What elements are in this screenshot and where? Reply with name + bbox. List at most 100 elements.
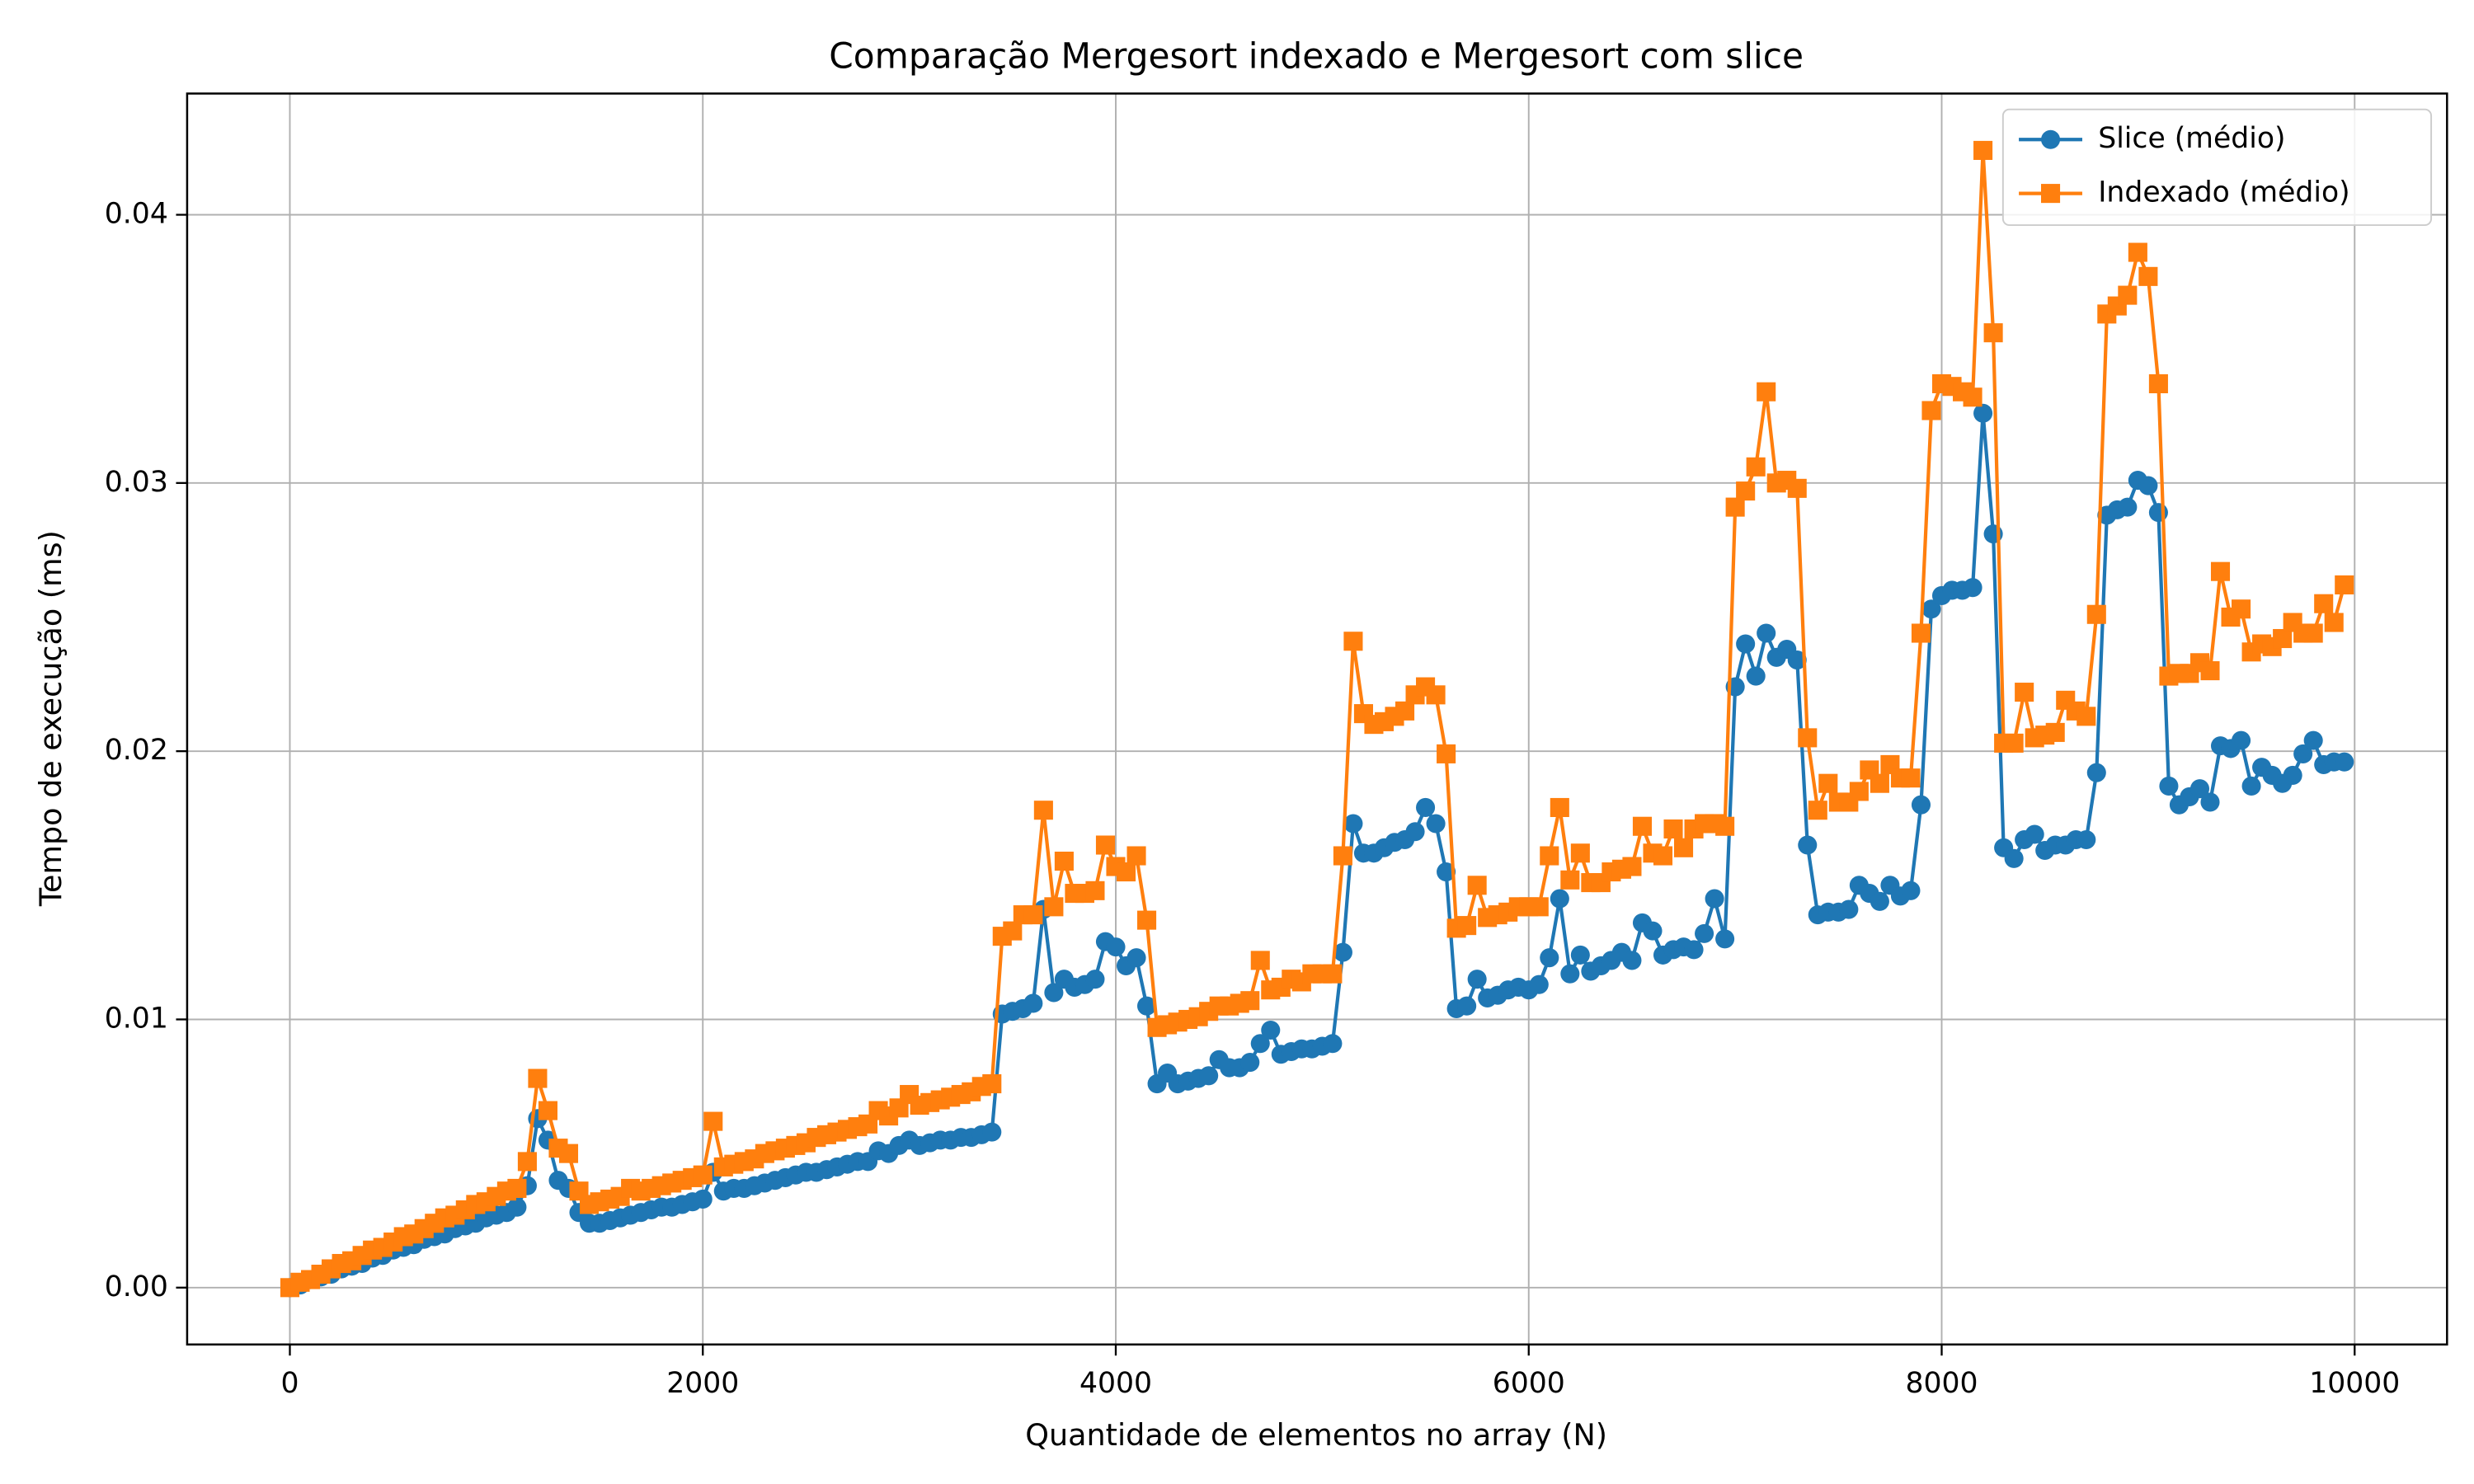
data-point [1405,822,1425,842]
legend-label: Indexado (médio) [2098,176,2349,209]
data-point [1137,996,1157,1016]
data-point [1126,846,1146,866]
data-point [1426,685,1446,705]
data-point [1963,578,1982,598]
legend-marker [2041,129,2061,149]
data-point [1622,951,1642,970]
data-point [2118,497,2138,517]
data-point [1705,889,1724,909]
data-point [2335,575,2354,594]
data-point [2138,476,2158,495]
data-point [1333,942,1352,962]
data-point [1240,1052,1260,1073]
data-point [1250,1034,1270,1054]
data-point [1085,881,1105,900]
data-point [1798,728,1818,748]
data-point [1033,801,1053,820]
data-point [1529,897,1549,917]
data-point [517,1152,537,1172]
data-point [1416,797,1436,818]
legend-box [2001,108,2433,227]
y-tick-label: 0.02 [105,734,168,767]
data-point [2159,776,2179,796]
data-point [2138,266,2158,286]
data-point [1106,937,1126,957]
data-point [2004,733,2024,753]
data-point [1437,862,1456,882]
data-point [1023,905,1043,925]
data-point [2086,763,2106,782]
legend-label: Slice (médio) [2098,122,2285,155]
data-point [2025,824,2044,844]
data-point [1560,964,1580,984]
data-point [693,1165,713,1185]
data-point [2324,613,2344,632]
x-tick-label: 6000 [1493,1367,1565,1400]
data-point [1663,819,1683,839]
data-point [1911,623,1931,643]
data-point [2293,744,2313,763]
data-point [693,1189,713,1209]
data-point [1457,916,1477,936]
data-point [1849,782,1869,801]
data-point [1044,897,1064,917]
data-point [1973,140,1993,160]
data-point [1787,650,1807,670]
y-tick-label: 0.03 [105,466,168,499]
data-point [982,1122,1002,1142]
data-point [2232,599,2251,619]
data-point [1437,744,1456,763]
data-point [1643,921,1663,941]
data-point [1973,403,1993,423]
data-point [2148,503,2168,523]
data-point [1839,899,1859,919]
data-point [2210,561,2231,581]
data-point [1529,974,1549,994]
data-point [1787,478,1807,498]
data-point [2232,730,2251,750]
data-point [2148,373,2168,393]
legend-marker [2041,184,2061,204]
data-point [1684,940,1704,960]
data-point [1323,964,1343,984]
data-point [2077,829,2096,850]
chart-title: Comparação Mergesort indexado e Mergesor… [829,36,1804,77]
data-point [1911,795,1931,815]
data-point [507,1197,527,1217]
data-point [1901,881,1921,900]
data-point [1983,323,2003,343]
data-point [2004,848,2024,868]
data-point [1921,401,1941,420]
data-point [2045,722,2065,742]
data-point [1653,846,1673,866]
data-point [1540,948,1559,968]
data-point [2283,765,2302,785]
data-point [1240,991,1260,1011]
data-point [1457,996,1477,1016]
data-point [1757,382,1776,402]
y-tick-label: 0.00 [105,1270,168,1303]
data-point [2118,285,2138,305]
data-point [1137,910,1157,930]
x-tick-label: 10000 [2309,1367,2400,1400]
data-point [1550,889,1569,909]
data-point [703,1111,723,1131]
data-point [1715,816,1735,836]
data-point [1540,846,1559,866]
x-tick-label: 2000 [666,1367,739,1400]
data-point [1746,457,1766,477]
data-point [1116,862,1136,882]
data-point [1963,387,1982,407]
data-point [1695,923,1714,943]
data-point [1757,623,1776,643]
data-point [1261,1020,1281,1040]
data-point [1746,666,1766,686]
data-point [1550,797,1569,818]
x-tick-label: 8000 [1905,1367,1978,1400]
data-point [507,1178,527,1198]
data-point [2303,623,2323,643]
data-point [1343,814,1363,834]
data-point [2314,594,2334,613]
